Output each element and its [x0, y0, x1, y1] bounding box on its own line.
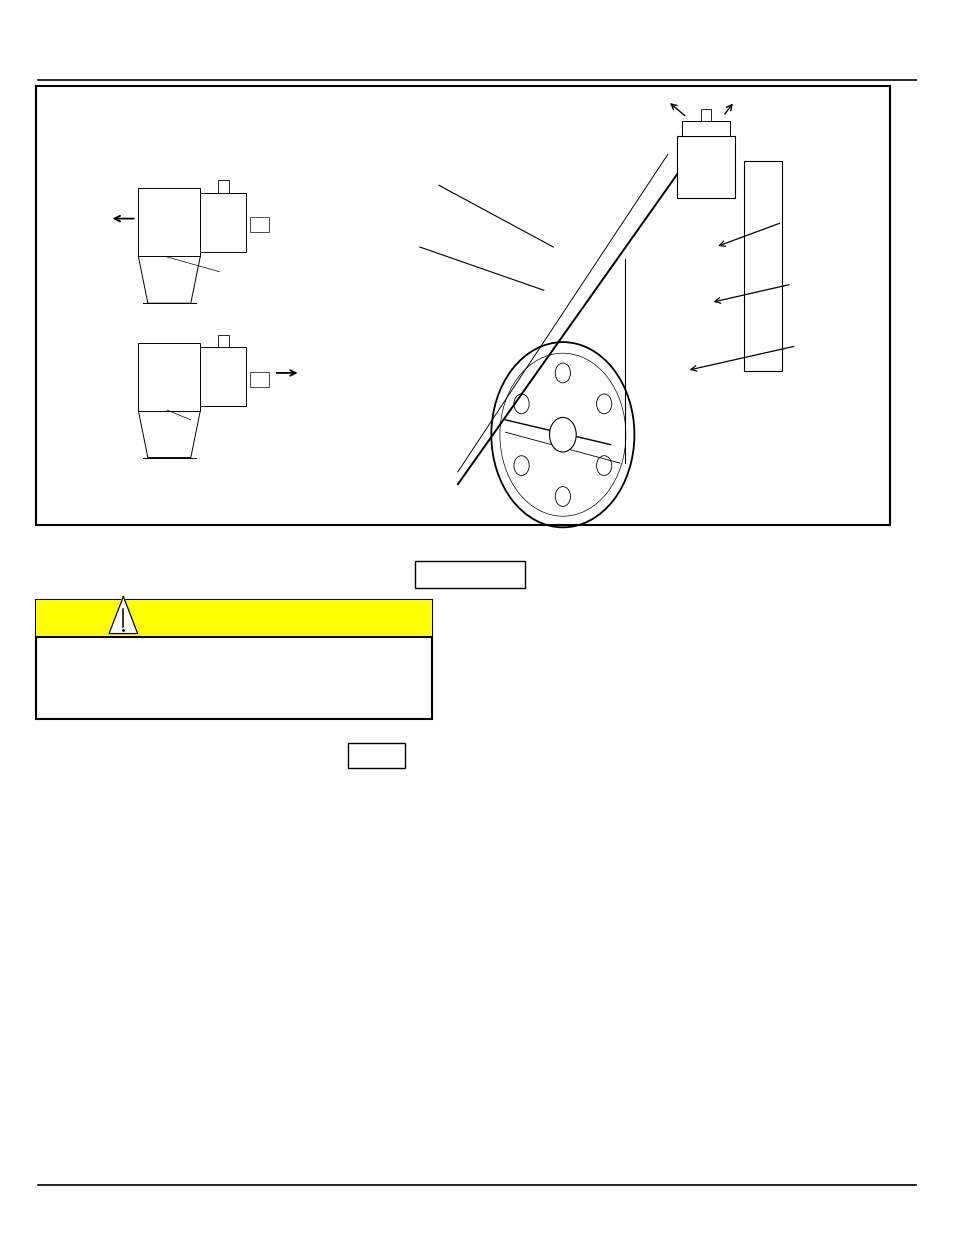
- Bar: [36, 600, 432, 637]
- Polygon shape: [109, 597, 137, 634]
- Bar: [138, 189, 200, 257]
- Bar: [700, 109, 710, 121]
- Bar: [217, 180, 229, 193]
- Bar: [677, 136, 734, 198]
- Bar: [36, 600, 432, 719]
- Bar: [250, 217, 269, 232]
- Bar: [138, 342, 200, 410]
- Bar: [200, 347, 246, 406]
- Bar: [217, 335, 229, 347]
- Bar: [250, 372, 269, 387]
- Bar: [681, 121, 729, 136]
- Circle shape: [549, 417, 576, 452]
- Bar: [348, 743, 405, 768]
- Polygon shape: [743, 161, 781, 370]
- Bar: [415, 561, 524, 588]
- Bar: [36, 86, 889, 525]
- Bar: [200, 193, 246, 252]
